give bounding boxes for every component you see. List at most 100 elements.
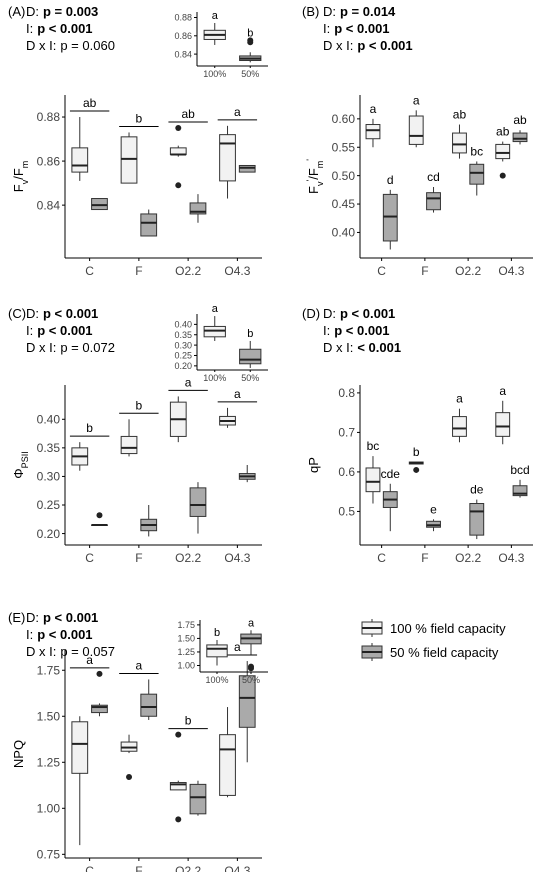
outlier — [96, 512, 103, 519]
group-letter: a — [212, 303, 219, 315]
group-letter: e — [430, 502, 437, 516]
group-letter: ab — [496, 125, 510, 139]
box — [495, 143, 511, 160]
y-tick-label: 1.50 — [177, 634, 195, 644]
y-tick-label: 1.25 — [37, 755, 61, 769]
outlier — [248, 665, 254, 672]
box — [71, 721, 89, 774]
group-letter: a — [248, 617, 255, 629]
panel-label: (C) — [8, 306, 26, 321]
y-tick-label: 0.40 — [174, 320, 192, 330]
stat-value: p = 0.003 — [43, 4, 98, 19]
stat-value: p < 0.001 — [334, 21, 389, 36]
y-tick-label: 0.5 — [338, 505, 355, 519]
y-tick-label: 0.88 — [37, 110, 61, 124]
box — [189, 783, 207, 815]
y-tick-label: 0.40 — [332, 226, 356, 240]
group-letter: b — [214, 627, 220, 639]
group-letter: bc — [470, 144, 483, 158]
box — [189, 487, 207, 517]
stat-line: D: p < 0.001 — [26, 610, 98, 625]
stat-value: < 0.001 — [357, 340, 401, 355]
outlier — [175, 182, 182, 189]
x-tick-label: F — [421, 264, 428, 278]
box — [206, 644, 228, 658]
panel-label: (B) — [302, 4, 319, 19]
box — [91, 198, 108, 211]
outlier — [96, 670, 103, 677]
y-tick-label: 0.35 — [174, 330, 192, 340]
x-tick-label: C — [85, 551, 94, 565]
x-tick-label: 50% — [242, 675, 260, 685]
y-axis-title-part: v — [20, 179, 30, 184]
box — [408, 115, 424, 145]
y-axis-title-part: Φ — [11, 468, 26, 478]
group-letter: a — [234, 387, 241, 401]
stat-term: D x I: — [323, 38, 353, 53]
stat-value: p < 0.001 — [43, 610, 98, 625]
y-tick-label: 0.45 — [332, 197, 356, 211]
box — [189, 202, 207, 215]
box — [219, 734, 236, 796]
group-letter: b — [185, 714, 192, 728]
stat-term: D x I: — [323, 340, 353, 355]
stat-term: D x I: — [26, 340, 56, 355]
group-letter: b — [86, 421, 93, 435]
group-letter: bc — [367, 439, 380, 453]
box — [512, 485, 528, 497]
group-letter: a — [370, 102, 377, 116]
x-tick-label: O4.3 — [224, 551, 250, 565]
x-tick-label: O4.3 — [224, 864, 250, 872]
y-axis-title: Fv/Fm — [11, 161, 30, 193]
x-tick-label: 100% — [203, 69, 226, 79]
group-letter: b — [247, 27, 253, 39]
stat-term: D: — [323, 4, 336, 19]
stat-line: D x I: < 0.001 — [323, 340, 401, 355]
group-letter: de — [470, 483, 484, 497]
legend-label: 50 % field capacity — [390, 645, 499, 660]
outlier — [175, 816, 182, 823]
y-tick-label: 0.20 — [37, 527, 61, 541]
x-tick-label: O4.3 — [224, 264, 250, 278]
x-tick-label: 50% — [241, 69, 259, 79]
stat-line: I: p < 0.001 — [323, 21, 390, 36]
box — [452, 416, 467, 437]
stat-line: D: p < 0.001 — [26, 306, 98, 321]
y-axis-title-part: ' — [305, 159, 315, 161]
y-tick-label: 1.00 — [37, 802, 61, 816]
x-tick-label: F — [135, 264, 142, 278]
stat-term: I: — [26, 627, 33, 642]
stat-line: I: p < 0.001 — [323, 323, 390, 338]
group-letter: a — [212, 10, 219, 22]
y-axis-title-part: /F — [11, 168, 26, 180]
y-tick-label: 0.40 — [37, 412, 61, 426]
group-letter: ab — [181, 107, 195, 121]
box — [120, 435, 138, 455]
box — [239, 348, 262, 365]
stat-line: D: p = 0.003 — [26, 4, 98, 19]
y-tick-label: 0.86 — [174, 31, 192, 41]
y-axis-title: Fv'/Fm' — [305, 159, 325, 194]
outlier — [499, 172, 506, 179]
x-tick-label: F — [135, 864, 142, 872]
stat-value: p < 0.001 — [334, 323, 389, 338]
y-tick-label: 0.30 — [174, 340, 192, 350]
group-letter: cde — [381, 467, 401, 481]
box — [469, 503, 485, 536]
stat-value: p = 0.060 — [60, 38, 115, 53]
y-axis-title: ΦPSII — [11, 451, 30, 478]
box — [382, 193, 398, 242]
stat-value: p < 0.001 — [340, 306, 395, 321]
stat-line: I: p < 0.001 — [26, 627, 93, 642]
group-letter: ab — [83, 96, 97, 110]
y-tick-label: 0.55 — [332, 140, 356, 154]
box — [469, 163, 485, 185]
stat-line: D x I: p = 0.057 — [26, 644, 115, 659]
stat-line: D x I: p = 0.060 — [26, 38, 115, 53]
stat-term: I: — [26, 21, 33, 36]
panel-label: (D) — [302, 306, 320, 321]
outlier — [175, 125, 182, 132]
box — [452, 132, 467, 154]
y-axis-title-part: qP — [306, 457, 321, 473]
panel-label: (A) — [8, 4, 25, 19]
